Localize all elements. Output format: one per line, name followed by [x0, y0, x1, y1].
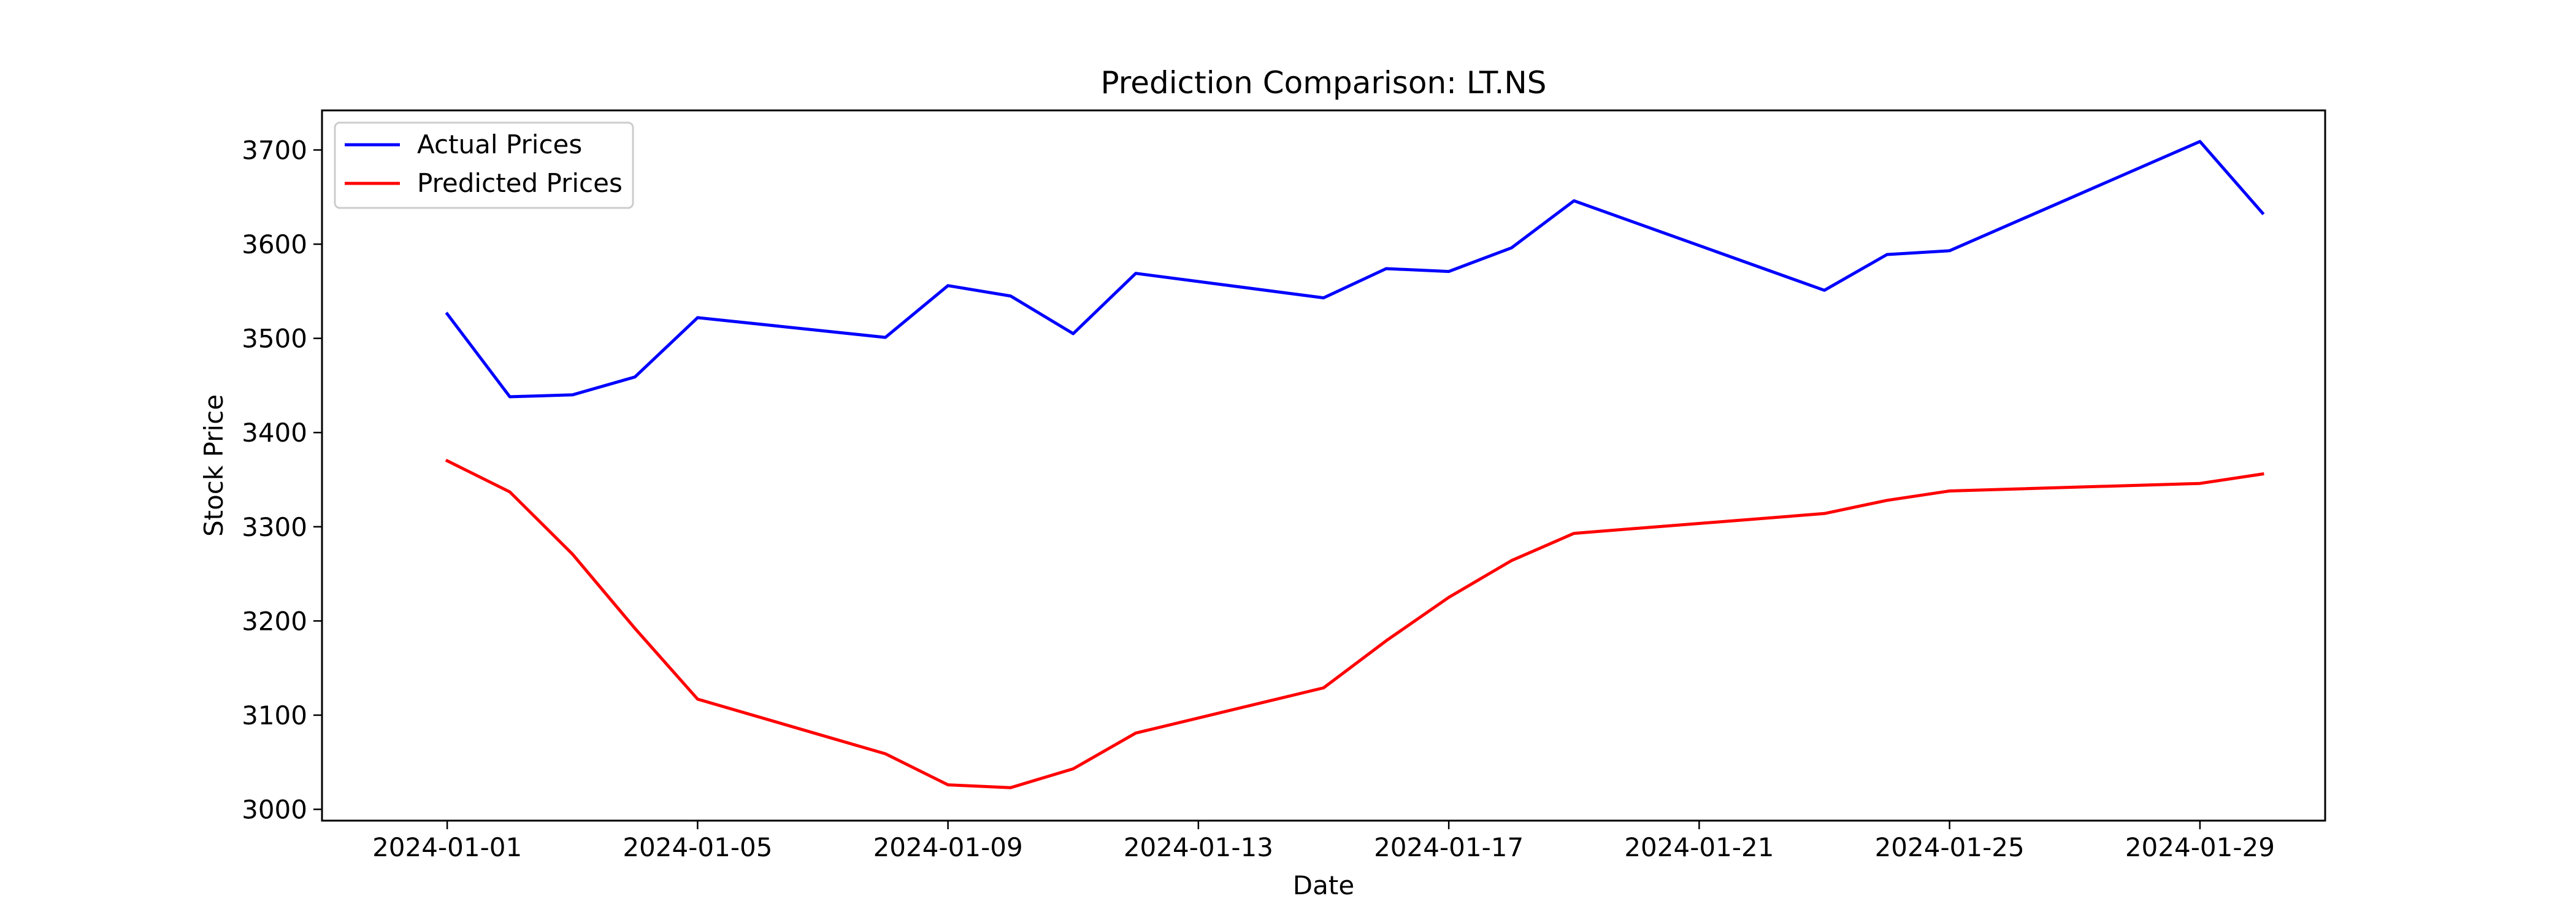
y-tick-label: 3300 [242, 512, 307, 542]
x-tick-label: 2024-01-17 [1374, 832, 1524, 862]
plot-marks [445, 140, 2265, 789]
y-tick-label: 3100 [242, 700, 307, 730]
x-tick-label: 2024-01-21 [1624, 832, 1774, 862]
y-tick-label: 3400 [242, 418, 307, 448]
series-line-actual-prices [445, 140, 2265, 399]
x-tick-label: 2024-01-25 [1875, 832, 2025, 862]
y-tick-label: 3500 [242, 324, 307, 354]
y-tick-label: 3700 [242, 136, 307, 166]
y-axis: 3000 3100 3200 3300 3400 3500 3600 3700 [242, 136, 322, 825]
series-line-predicted-prices [445, 458, 2264, 789]
x-axis-label: Date [1293, 870, 1354, 900]
y-tick-label: 3000 [242, 795, 307, 825]
legend-label-predicted: Predicted Prices [417, 168, 623, 198]
y-tick-label: 3200 [242, 606, 307, 636]
legend-label-actual: Actual Prices [417, 129, 582, 159]
plot-frame [321, 109, 2326, 822]
x-tick-label: 2024-01-09 [873, 832, 1023, 862]
legend: Actual Prices Predicted Prices [334, 121, 634, 209]
y-axis-label: Stock Price [199, 394, 229, 537]
x-tick-label: 2024-01-01 [372, 832, 522, 862]
chart-title: Prediction Comparison: LT.NS [1100, 65, 1546, 101]
x-tick-label: 2024-01-05 [623, 832, 772, 862]
x-tick-label: 2024-01-13 [1124, 832, 1273, 862]
x-axis: 2024-01-01 2024-01-05 2024-01-09 2024-01-13… [372, 821, 2275, 862]
legend-frame [334, 121, 634, 209]
y-tick-label: 3600 [242, 229, 307, 259]
x-tick-label: 2024-01-29 [2125, 832, 2275, 862]
